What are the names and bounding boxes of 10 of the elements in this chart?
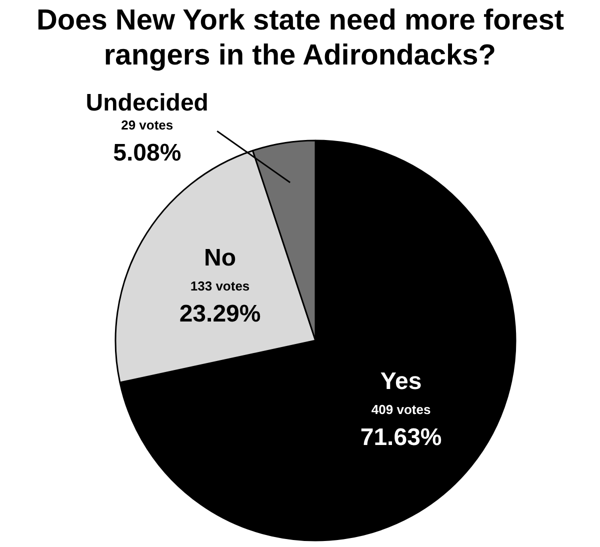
slice-label: No [204,244,236,272]
slice-label: Undecided [86,90,208,117]
data-label: 23.29% [179,300,261,328]
data-label: 5.08% [113,140,182,167]
text: 133 votes [190,278,250,294]
text: 409 votes [371,402,431,418]
slice-label: Yes [380,368,422,396]
text: 29 votes [121,118,174,133]
chart-title: Does New York state need more forest rangers in the Adirondacks? [36,4,564,72]
data-label: 71.63% [360,424,442,452]
